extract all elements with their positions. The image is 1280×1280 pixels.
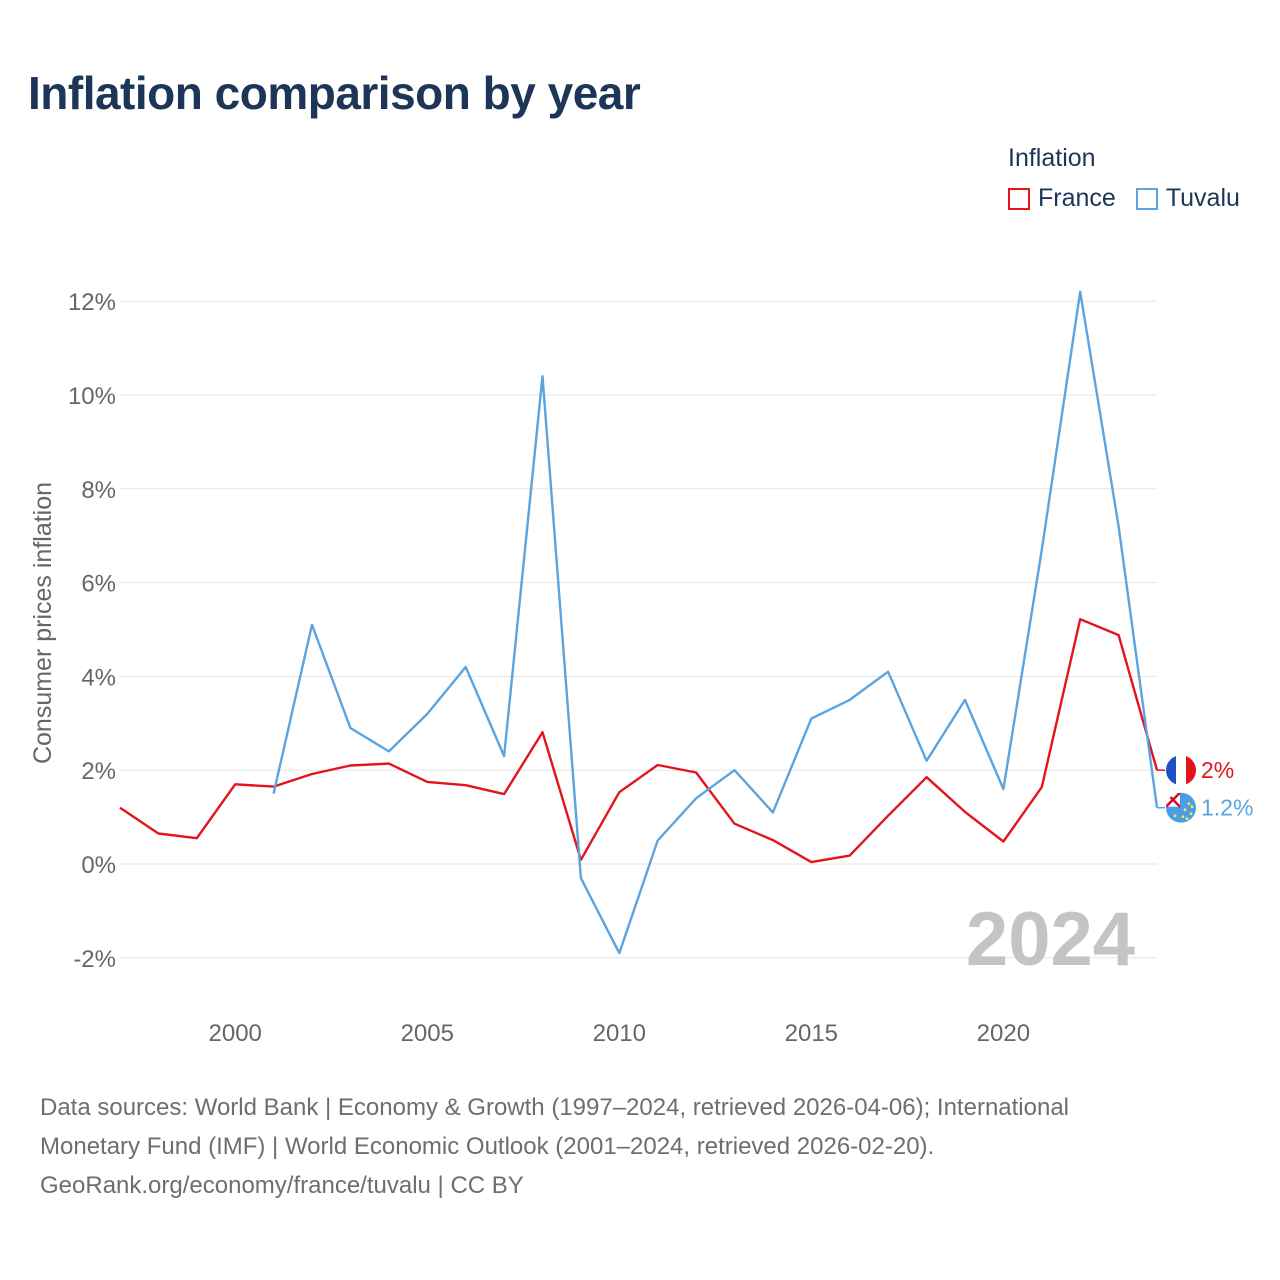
chart-title: Inflation comparison by year [28,67,641,119]
series-line-france[interactable] [119,618,1159,864]
legend-label-tuvalu: Tuvalu [1165,184,1240,212]
end-label-tuvalu: 1.2% [1201,795,1253,821]
legend-swatch-france [1008,187,1030,210]
x-tick-label: 2015 [785,1020,838,1047]
y-tick-label: 4% [81,664,116,691]
footer-line-3[interactable]: GeoRank.org/economy/france/tuvalu | CC B… [40,1172,524,1199]
y-tick-label: 2% [81,758,116,785]
x-tick-label: 2005 [401,1020,454,1047]
flag-star [1185,817,1189,821]
x-tick-label: 2010 [593,1020,646,1047]
y-tick-label: 8% [81,477,116,504]
x-tick-label: 2000 [209,1020,262,1047]
france-flag-icon [1166,755,1196,786]
tuvalu-flag-icon [1166,792,1196,823]
x-tick-label: 2020 [977,1020,1030,1047]
legend-item-tuvalu[interactable]: Tuvalu [1135,184,1240,213]
y-tick-label: 10% [68,383,116,410]
flag-star [1181,815,1185,819]
end-label-france: 2% [1201,757,1234,783]
y-tick-label: -2% [73,946,116,973]
y-tick-label: 0% [81,852,116,879]
flag-star [1187,802,1191,806]
line-chart: -2% 0% 2% 4% 6% 8% 10% 12% 2000 2005 2010 2015 2020 C… [29,289,1253,1047]
legend-label-france: France [1038,184,1116,212]
year-watermark: 2024 [966,897,1135,982]
y-tick-label: 6% [81,571,116,598]
flag-star [1190,805,1194,809]
footer-line-1: Data sources: World Bank | Economy & Gro… [40,1094,1070,1121]
series-line-tuvalu[interactable] [272,290,1159,955]
legend-title: Inflation [1008,144,1096,172]
data-sources-footer: Data sources: World Bank | Economy & Gro… [40,1088,1240,1205]
flag-star [1173,814,1177,818]
y-tick-label: 12% [68,289,116,316]
flag-band-red [1186,755,1196,786]
footer-line-2: Monetary Fund (IMF) | World Economic Out… [40,1133,935,1160]
legend-swatch-tuvalu [1135,187,1158,210]
legend: France Tuvalu [1008,184,1240,213]
flag-star [1189,812,1193,816]
legend-item-france[interactable]: France [1008,184,1116,213]
flag-band-white [1176,755,1186,786]
flag-band-blue [1166,755,1176,786]
y-axis-label: Consumer prices inflation [29,482,57,764]
flag-star [1183,808,1187,812]
